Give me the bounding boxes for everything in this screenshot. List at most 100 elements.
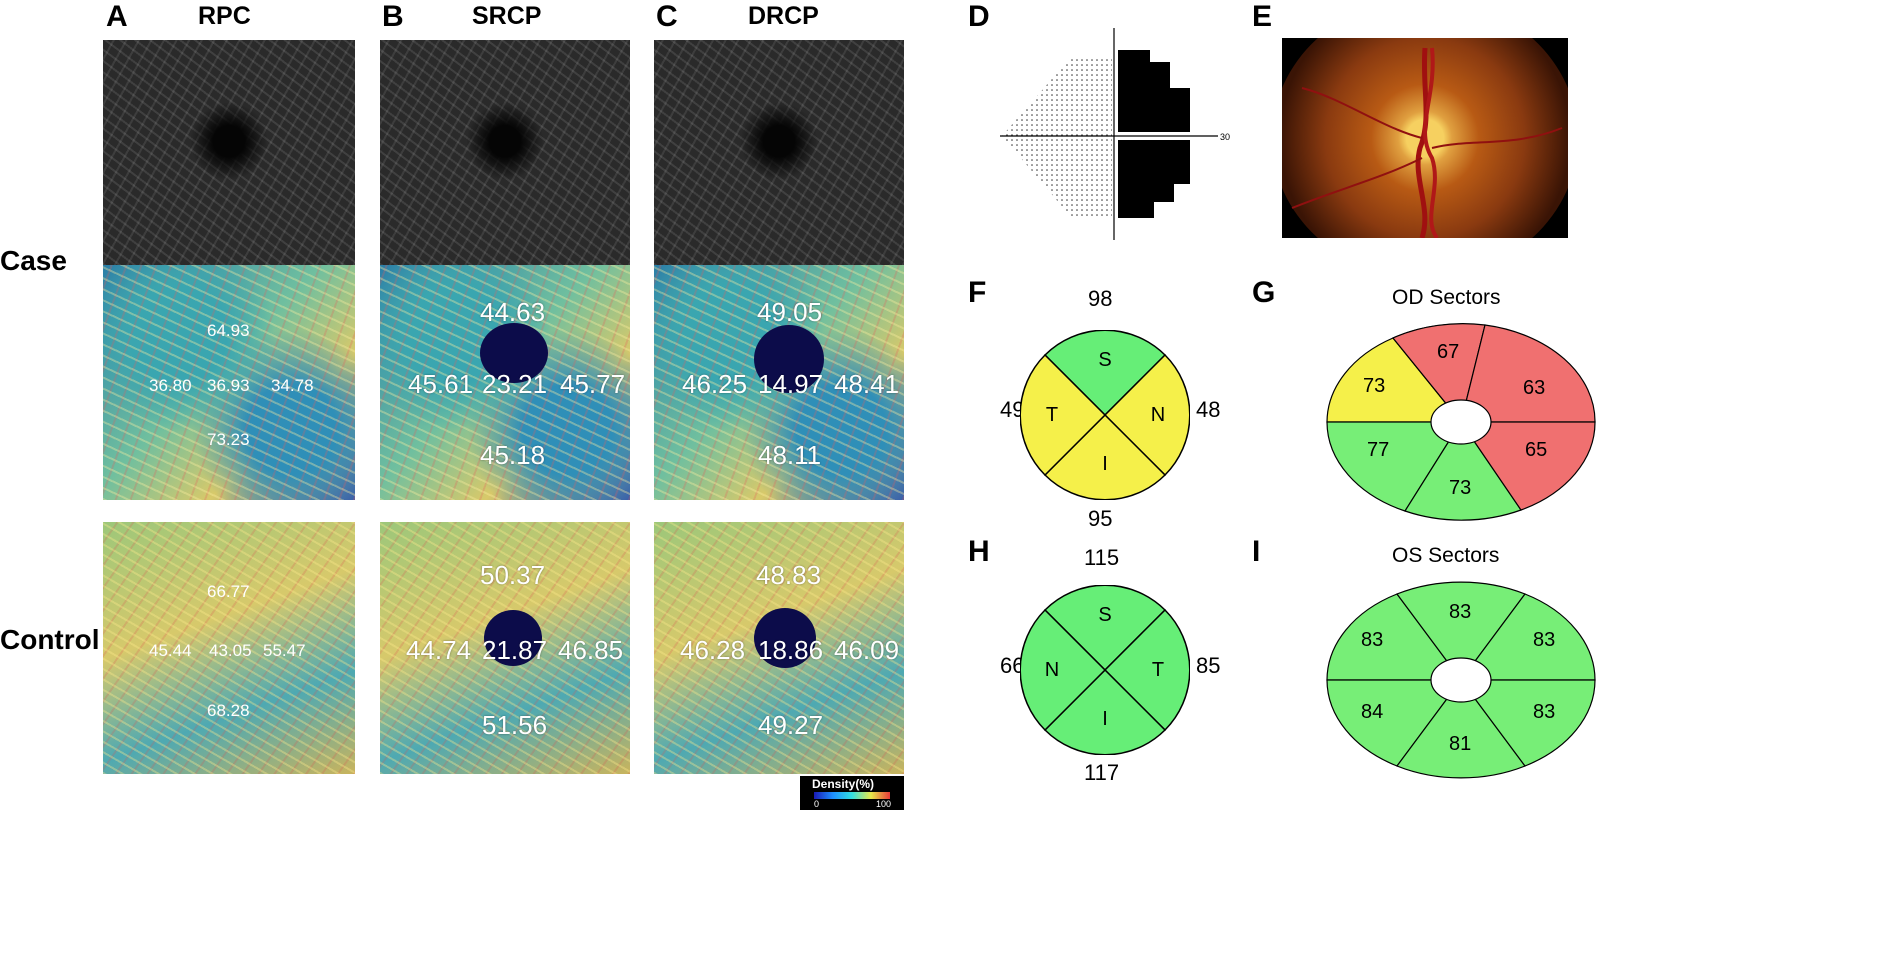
control-drcp-inferior: 49.27 [758,710,824,740]
h-top-value: 115 [1084,545,1120,570]
i-val-bottom: 81 [1449,733,1471,755]
h-quad-i [1043,668,1167,755]
h-bottom-value: 117 [1084,760,1120,785]
case-drcp-superior: 49.05 [757,297,823,327]
fundus-photo [1282,38,1568,238]
fovea-zone [754,608,816,668]
f-top-value: 98 [1088,286,1113,311]
rpc-angiogram-image [103,40,355,265]
panel-letter-c: C [656,0,678,33]
control-rpc-superior: 66.77 [207,582,250,601]
f-right-value: 48 [1196,397,1221,422]
h-quad-t [1103,608,1190,732]
case-drcp-inferior: 48.11 [758,440,822,470]
g-title: OD Sectors [1392,286,1501,309]
case-drcp-density-map: 49.05 46.25 14.97 48.41 48.11 [654,265,904,500]
f-quadrant-chart: S T N I [1020,330,1190,500]
i-sector-upper-left [1326,593,1463,681]
f-quad-t [1020,353,1107,477]
control-srcp-temporal: 44.74 [406,635,472,665]
row-label-control: Control [0,624,100,655]
g-center-hole [1430,399,1492,445]
case-drcp-temporal: 46.25 [682,369,748,399]
density-colorbar: Density(%) 0 100 [800,776,904,810]
control-rpc-temporal: 45.44 [149,641,192,660]
i-sector-lower-right [1459,679,1596,767]
i-sector-upper-right [1459,593,1596,681]
case-drcp-nasal: 48.41 [834,369,900,399]
fovea-zone [480,323,548,383]
case-srcp-center: 23.21 [482,369,548,399]
g-val-top-left: 67 [1437,341,1459,363]
h-label-s: S [1098,604,1111,626]
panel-letter-f: F [968,276,987,309]
case-rpc-density-map: 64.93 36.80 36.93 34.78 73.23 [103,265,355,500]
f-label-s: S [1098,349,1111,371]
colorbar-min: 0 [814,799,820,809]
control-rpc-density-map: 66.77 45.44 43.05 55.47 68.28 [103,522,355,774]
visual-field-axis-label: 30 [1220,132,1230,142]
case-rpc-superior: 64.93 [207,321,250,340]
control-srcp-superior: 50.37 [480,560,546,590]
control-drcp-superior: 48.83 [756,560,822,590]
g-sector-top-right [1460,324,1596,423]
fovea-zone [754,325,824,393]
f-quad-i [1043,413,1167,500]
panel-title-drcp: DRCP [748,2,819,30]
control-drcp-temporal: 46.28 [680,635,746,665]
case-drcp-center: 14.97 [758,369,824,399]
retinal-vessels [1291,47,1563,238]
i-val-top: 83 [1449,601,1471,623]
case-rpc-temporal: 36.80 [149,376,192,395]
i-val-upper-left: 83 [1361,629,1383,651]
g-sector-lower-right [1459,421,1596,511]
control-drcp-density-map: 48.83 46.28 18.86 46.09 49.27 [654,522,904,774]
h-label-t: T [1152,659,1164,681]
case-srcp-inferior: 45.18 [480,440,546,470]
h-label-i: I [1102,708,1108,730]
control-srcp-nasal: 46.85 [558,635,624,665]
i-title: OS Sectors [1392,544,1500,567]
g-sector-chart: 73 67 63 77 73 65 [1326,323,1596,521]
visual-field-plot: 30 [1000,28,1230,240]
panel-title-srcp: SRCP [472,2,542,30]
drcp-angiogram-image [654,40,904,265]
f-quad-n [1103,353,1190,477]
case-srcp-density-map: 44.63 45.61 23.21 45.77 45.18 [380,265,630,500]
case-srcp-temporal: 45.61 [408,369,474,399]
control-rpc-center: 43.05 [209,641,252,660]
case-srcp-superior: 44.63 [480,297,546,327]
g-val-upper-left: 73 [1363,375,1385,397]
f-label-n: N [1151,404,1165,426]
f-label-i: I [1102,453,1108,475]
i-val-lower-left: 84 [1361,701,1383,723]
control-srcp-density-map: 50.37 44.74 21.87 46.85 51.56 [380,522,630,774]
g-sector-lower-left [1326,421,1463,512]
i-sector-chart: 83 83 83 84 81 83 [1326,581,1596,779]
g-val-lower-right: 65 [1525,439,1547,461]
g-sector-upper-left [1326,337,1463,423]
fovea-zone [484,610,542,666]
case-rpc-inferior: 73.23 [207,430,250,449]
i-center-hole [1430,657,1492,703]
colorbar-title: Density(%) [812,777,875,791]
i-val-upper-right: 83 [1533,629,1555,651]
colorbar-max: 100 [876,799,892,809]
i-sector-lower-left [1326,679,1463,767]
panel-title-rpc: RPC [198,2,251,30]
control-srcp-center: 21.87 [482,635,548,665]
control-srcp-inferior: 51.56 [482,710,548,740]
g-val-top-right: 63 [1523,377,1545,399]
i-val-lower-right: 83 [1533,701,1555,723]
g-val-bottom: 73 [1449,477,1471,499]
panel-letter-d: D [968,0,990,33]
srcp-angiogram-image [380,40,630,265]
control-rpc-inferior: 68.28 [207,701,250,720]
panel-letter-a: A [106,0,128,33]
colorbar-gradient [814,792,890,799]
case-rpc-center: 36.93 [207,376,250,395]
f-label-t: T [1046,404,1058,426]
case-rpc-nasal: 34.78 [271,376,314,395]
h-label-n: N [1045,659,1059,681]
panel-letter-h: H [968,535,990,568]
